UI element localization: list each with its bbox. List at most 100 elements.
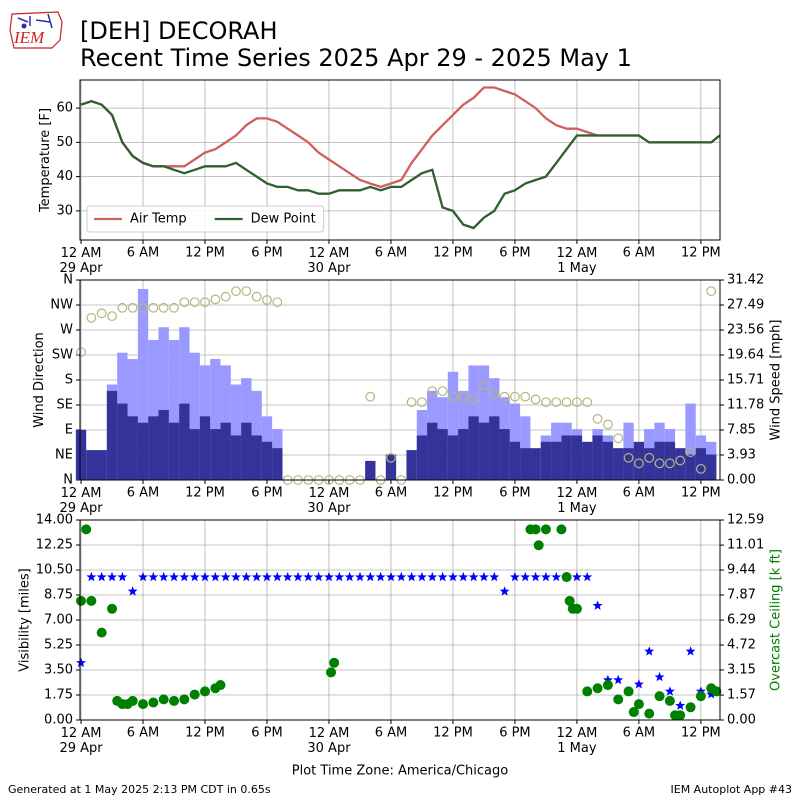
- y-tick-label: 1.75: [44, 688, 73, 703]
- x-tick-label: 6 AM: [127, 726, 160, 741]
- bar: [220, 422, 231, 480]
- point: [592, 683, 603, 694]
- bar: [241, 422, 252, 480]
- star-point: [613, 674, 624, 685]
- star-point: [241, 571, 252, 582]
- logo-figures: [17, 13, 53, 29]
- logo-dot: [21, 23, 27, 29]
- point: [675, 455, 686, 466]
- point: [695, 691, 706, 702]
- bar: [75, 429, 87, 480]
- point: [664, 695, 675, 706]
- y-tick-label: 3.50: [44, 663, 73, 678]
- bar: [447, 371, 459, 480]
- star-point: [117, 571, 128, 582]
- bar: [179, 403, 190, 480]
- bar: [230, 435, 242, 480]
- bar: [509, 441, 521, 480]
- bar: [499, 429, 510, 480]
- point: [427, 386, 438, 397]
- point: [571, 603, 582, 614]
- point: [200, 297, 210, 308]
- star-point: [664, 686, 675, 696]
- point: [86, 595, 97, 606]
- point: [695, 463, 706, 474]
- star-point: [189, 571, 200, 582]
- bar: [251, 435, 262, 480]
- y2-tick-label: 6.29: [727, 613, 756, 628]
- point: [210, 294, 221, 305]
- bar: [468, 416, 479, 480]
- point: [685, 447, 696, 458]
- y2-tick-label: 9.44: [727, 563, 756, 578]
- point: [479, 380, 489, 391]
- x-tick-label: 12 AM 29 Apr: [59, 486, 103, 516]
- x-tick-label: 6 PM: [251, 486, 282, 501]
- x-tick-label: 6 PM: [251, 246, 282, 261]
- x-tick-label: 6 AM: [623, 726, 656, 741]
- bar: [148, 339, 159, 480]
- bar: [551, 441, 562, 480]
- y-tick-label: 0.00: [44, 713, 73, 728]
- point: [613, 433, 624, 444]
- point: [556, 524, 567, 535]
- y-tick-label: NE: [55, 448, 73, 463]
- x-tick-label: 12 PM: [433, 486, 473, 501]
- point: [711, 686, 722, 697]
- y-tick-label: 5.25: [44, 638, 73, 653]
- legend-label: Air Temp: [130, 212, 187, 227]
- y2-tick-label: 1.57: [727, 688, 756, 703]
- star-point: [479, 571, 489, 582]
- x-tick-label: 6 PM: [499, 486, 530, 501]
- star-point: [468, 571, 479, 582]
- star-point: [262, 571, 272, 582]
- axes-frame: [79, 79, 721, 241]
- y-tick-label: 60: [56, 101, 73, 116]
- point: [582, 686, 593, 697]
- star-point: [675, 700, 686, 710]
- legend-box: [86, 205, 325, 233]
- point: [262, 295, 272, 305]
- y2-tick-label: 23.56: [727, 323, 764, 338]
- star-point: [179, 571, 190, 582]
- y-tick-label: SE: [57, 398, 73, 413]
- point: [675, 710, 686, 721]
- y2-tick-label: 12.59: [727, 513, 764, 528]
- y-tick-label: 7.00: [44, 613, 73, 628]
- y-tick-label: 12.25: [36, 538, 73, 553]
- point: [644, 708, 655, 719]
- star-point: [251, 571, 262, 582]
- star-point: [375, 571, 386, 582]
- bar: [458, 429, 469, 480]
- point: [127, 695, 138, 706]
- point: [158, 302, 169, 313]
- y2-axis-label: Wind Speed [mph]: [769, 320, 784, 441]
- point: [169, 302, 179, 313]
- bar: [199, 416, 211, 480]
- point: [541, 397, 551, 408]
- point: [603, 419, 613, 430]
- point: [564, 595, 575, 606]
- point: [406, 397, 417, 408]
- bar: [230, 384, 242, 480]
- y2-tick-label: 11.01: [727, 538, 764, 553]
- star-point: [334, 571, 345, 582]
- point: [386, 452, 396, 463]
- star-point: [210, 571, 221, 582]
- star-point: [654, 671, 665, 682]
- bar: [530, 448, 541, 480]
- bar: [106, 390, 118, 480]
- bar: [416, 435, 428, 480]
- y2-axis-label: Overcast Ceiling [k ft]: [769, 549, 784, 691]
- star-point: [634, 679, 644, 689]
- bar: [582, 441, 593, 480]
- y2-tick-label: 4.72: [727, 638, 756, 653]
- point: [706, 286, 717, 297]
- star-point: [489, 571, 500, 582]
- x-tick-label: 12 PM: [185, 726, 225, 741]
- point: [329, 657, 340, 668]
- bar: [540, 441, 552, 480]
- x-tick-label: 6 PM: [499, 246, 530, 261]
- point: [76, 595, 87, 606]
